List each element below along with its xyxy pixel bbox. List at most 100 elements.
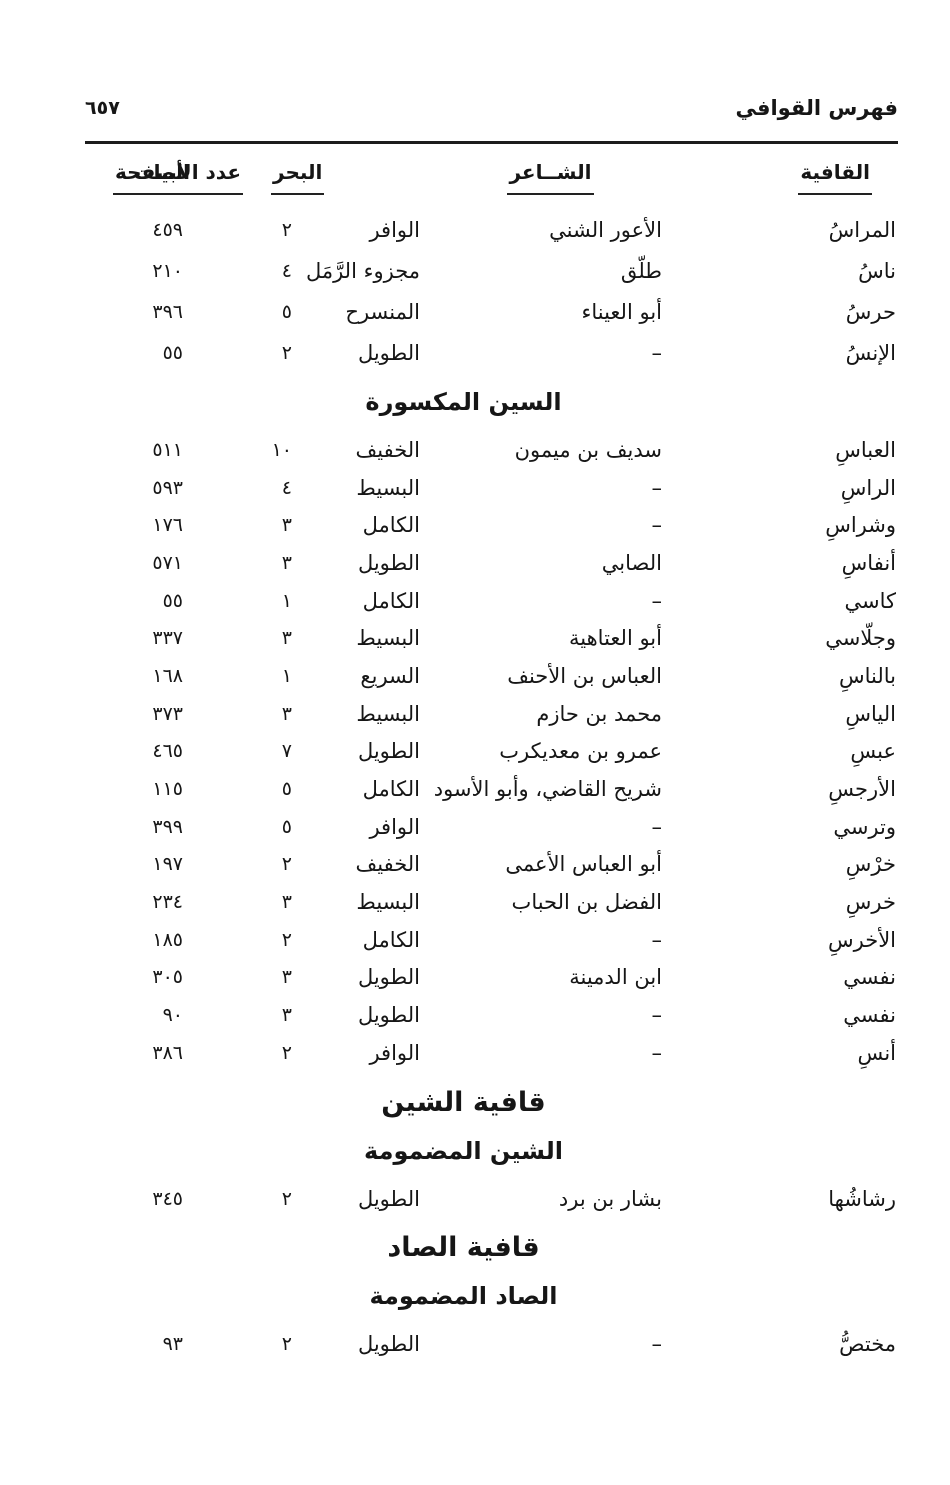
- meter-cell: مجزوء الرَّمَل: [305, 258, 420, 283]
- table-row: نفسي – الطويل ٣ ٩٠: [85, 996, 898, 1034]
- rhyme-cell: حرسُ: [845, 299, 896, 324]
- verses-cell: ٢: [281, 1041, 292, 1064]
- page-cell: ٣٩٦: [152, 300, 183, 323]
- poet-cell: الصابي: [601, 550, 662, 575]
- rhyme-cell: الأرجسِ: [828, 777, 896, 802]
- verses-cell: ٥: [281, 815, 292, 838]
- column-header-meter: البحر: [271, 158, 423, 195]
- meter-cell: الكامل: [362, 927, 420, 952]
- verses-cell: ١: [281, 589, 292, 612]
- poet-cell: –: [651, 1003, 663, 1028]
- poet-cell: أبو العتاهية: [569, 626, 662, 651]
- page-cell: ٢١٠: [152, 259, 183, 282]
- table-row: وترسي – الوافر ٥ ٣٩٩: [85, 808, 898, 846]
- verses-cell: ٣: [281, 627, 292, 650]
- column-header-page: الصفحة: [85, 158, 220, 195]
- meter-cell: البسيط: [356, 626, 420, 651]
- rhyme-cell: عبسِ: [850, 739, 896, 764]
- table-row: رشاشُها بشار بن برد الطويل ٢ ٣٤٥: [85, 1180, 898, 1218]
- rhyme-section: قافية الشين الشين المضمومة رشاشُها بشار …: [85, 1084, 898, 1218]
- table-row: العباسِ سديف بن ميمون الخفيف ١٠ ٥١١: [85, 431, 898, 469]
- rhyme-cell: رشاشُها: [828, 1186, 896, 1211]
- verses-cell: ٥: [281, 778, 292, 801]
- poet-cell: محمد بن حازم: [536, 701, 662, 726]
- meter-cell: الكامل: [362, 513, 420, 538]
- poet-cell: –: [651, 588, 663, 613]
- page-cell: ٥١١: [152, 438, 183, 461]
- poet-cell: –: [651, 340, 663, 365]
- rhyme-cell: خرسِ: [845, 890, 896, 915]
- section-subheading: الصاد المضمومة: [369, 1282, 558, 1311]
- meter-cell: السريع: [360, 663, 420, 688]
- page-cell: ١٦٨: [152, 664, 183, 687]
- header-rule: [85, 141, 898, 144]
- rhyme-cell: نفسي: [843, 965, 896, 990]
- verses-cell: ٧: [281, 740, 292, 763]
- table-row: الياسِ محمد بن حازم البسيط ٣ ٣٧٣: [85, 695, 898, 733]
- poet-cell: –: [651, 927, 663, 952]
- rhyme-cell: الإنسُ: [845, 340, 896, 365]
- meter-cell: الطويل: [357, 1003, 420, 1028]
- verses-cell: ٢: [281, 1187, 292, 1210]
- page-cell: ٢٣٤: [152, 891, 183, 914]
- rhyme-cell: نفسي: [843, 1003, 896, 1028]
- meter-cell: البسيط: [356, 475, 420, 500]
- poet-cell: العباس بن الأحنف: [507, 663, 662, 688]
- poet-cell: شريح القاضي، وأبو الأسود: [433, 777, 662, 802]
- table-row: حرسُ أبو العيناء المنسرح ٥ ٣٩٦: [85, 291, 898, 332]
- table-row: وشراسِ – الكامل ٣ ١٧٦: [85, 506, 898, 544]
- table-row: أنفاسِ الصابي الطويل ٣ ٥٧١: [85, 544, 898, 582]
- meter-cell: الطويل: [357, 1332, 420, 1357]
- table-row: وجلّاسي أبو العتاهية البسيط ٣ ٣٣٧: [85, 619, 898, 657]
- table-row: بالناسِ العباس بن الأحنف السريع ١ ١٦٨: [85, 657, 898, 695]
- verses-cell: ٥: [281, 300, 292, 323]
- page-cell: ٤٦٥: [152, 740, 183, 763]
- verses-cell: ٣: [281, 551, 292, 574]
- column-header-poet: الشــاعر: [423, 158, 678, 195]
- section-heading: قافية الصاد: [387, 1232, 540, 1264]
- page-cell: ٥٥: [162, 341, 183, 364]
- verses-cell: ٤: [281, 259, 292, 282]
- meter-cell: المنسرح: [345, 299, 420, 324]
- book-page: فهرس القوافي ٦٥٧ القافية الشــاعر البحر …: [85, 0, 898, 1363]
- meter-cell: الطويل: [357, 739, 420, 764]
- meter-cell: الكامل: [362, 777, 420, 802]
- page-cell: ٥٩٣: [152, 476, 183, 499]
- meter-cell: الوافر: [369, 217, 420, 242]
- meter-cell: البسيط: [356, 701, 420, 726]
- rhyme-cell: مختصُّ: [839, 1332, 896, 1357]
- page-cell: ١٨٥: [152, 928, 183, 951]
- rhyme-cell: الراسِ: [840, 475, 896, 500]
- section-rows: العباسِ سديف بن ميمون الخفيف ١٠ ٥١١ الرا…: [85, 431, 898, 1072]
- section-subheading: الشين المضمومة: [364, 1136, 563, 1165]
- meter-cell: البسيط: [356, 890, 420, 915]
- rhyme-cell: أنسِ: [857, 1040, 896, 1065]
- running-title: فهرس القوافي: [735, 96, 898, 120]
- meter-cell: الخفيف: [355, 852, 421, 877]
- rhyme-section: المراسُ الأعور الشني الوافر ٢ ٤٥٩ ناسُ ط…: [85, 209, 898, 373]
- table-row: الراسِ – البسيط ٤ ٥٩٣: [85, 469, 898, 507]
- verses-cell: ١٠: [271, 438, 292, 461]
- rhyme-cell: وجلّاسي: [825, 626, 896, 651]
- page-cell: ٣٩٩: [152, 815, 183, 838]
- section-rows: مختصُّ – الطويل ٢ ٩٣: [85, 1325, 898, 1363]
- column-header-verses: عدد الأبيات: [131, 158, 293, 195]
- poet-cell: أبو العيناء: [581, 299, 662, 324]
- poet-cell: ابن الدمينة: [569, 965, 662, 990]
- rhyme-cell: أنفاسِ: [841, 550, 896, 575]
- poet-cell: أبو العباس الأعمى: [505, 852, 662, 877]
- page-cell: ٩٠: [162, 1004, 183, 1027]
- verses-cell: ٤: [281, 476, 292, 499]
- table-row: نفسي ابن الدمينة الطويل ٣ ٣٠٥: [85, 959, 898, 997]
- rhyme-cell: الأخرسِ: [827, 927, 896, 952]
- meter-cell: الطويل: [357, 550, 420, 575]
- verses-cell: ٢: [281, 928, 292, 951]
- column-header-rhyme: القافية: [678, 158, 898, 195]
- page-cell: ٣٨٦: [152, 1041, 183, 1064]
- verses-cell: ٣: [281, 514, 292, 537]
- table-body: المراسُ الأعور الشني الوافر ٢ ٤٥٩ ناسُ ط…: [85, 209, 898, 1363]
- table-row: ناسُ طلّق مجزوء الرَّمَل ٤ ٢١٠: [85, 250, 898, 291]
- rhyme-section: السين المكسورة العباسِ سديف بن ميمون الخ…: [85, 384, 898, 1072]
- page-cell: ٣٠٥: [152, 966, 183, 989]
- rhyme-section: قافية الصاد الصاد المضمومة مختصُّ – الطو…: [85, 1229, 898, 1363]
